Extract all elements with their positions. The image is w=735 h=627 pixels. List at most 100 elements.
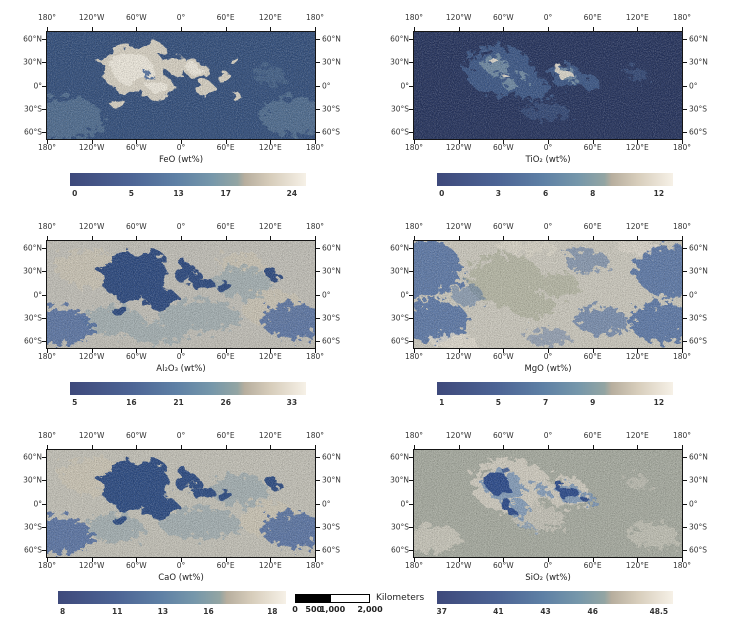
axis-tick (270, 445, 272, 449)
lon-tick-label: 120°W (78, 222, 105, 231)
axis-tick (548, 349, 549, 353)
lon-tick-label: 180° (305, 222, 325, 231)
lat-tick-label: 60°S (689, 545, 708, 554)
axis-tick (414, 445, 415, 449)
axis-tick (409, 131, 413, 133)
lat-tick-label: 0° (33, 290, 42, 299)
axis-tick (225, 349, 227, 353)
axis-tick (270, 140, 272, 144)
scale-tick-label: 1,000 (319, 605, 346, 614)
axis-tick (409, 248, 413, 250)
map-frame-al2o3 (42, 236, 320, 353)
axis-tick (316, 503, 320, 505)
axis-tick (136, 140, 138, 144)
colorbar-al2o3: 5 16 21 26 33 (70, 382, 306, 410)
lon-tick-label: 120°E (625, 431, 649, 440)
lat-axis-right: 60°N 30°N 0° 30°S 60°S (322, 450, 362, 557)
map-image-mgo (414, 241, 682, 348)
map-title-cao: CaO (wt%) (158, 573, 204, 583)
axis-tick (503, 236, 505, 240)
colorbar-mgo: 1 5 7 9 12 (437, 382, 673, 410)
lon-tick-label: 120°W (78, 431, 105, 440)
lon-tick-label: 180° (305, 143, 325, 152)
lon-tick-label: 180° (37, 431, 57, 440)
axis-tick (181, 140, 182, 144)
axis-tick (270, 236, 272, 240)
colorbar-tick-label: 12 (653, 398, 665, 407)
lat-tick-label: 60°N (689, 452, 708, 462)
axis-tick (458, 349, 460, 353)
axis-tick (316, 248, 320, 250)
axis-tick (414, 27, 415, 31)
lon-tick-label: 180° (672, 13, 692, 22)
lat-tick-label: 30°S (390, 313, 409, 322)
lon-tick-label: 120°W (445, 13, 472, 22)
colorbar-tick-label: 3 (495, 189, 501, 198)
map-frame-sio2 (409, 445, 687, 562)
axis-tick (42, 39, 46, 41)
colorbar-tick-label: 13 (173, 189, 184, 198)
lat-tick-label: 60°S (322, 545, 341, 554)
lon-tick-label: 60°E (583, 13, 602, 22)
lon-tick-label: 120°E (258, 352, 282, 361)
axis-tick (42, 317, 46, 319)
axis-tick (47, 558, 48, 562)
axis-tick (181, 445, 182, 449)
axis-tick (683, 549, 687, 551)
lat-tick-label: 60°S (23, 336, 42, 345)
scale-bar: Kilometers 0 500 1,000 2,000 (292, 593, 435, 622)
axis-tick (637, 27, 639, 31)
axis-tick (458, 27, 460, 31)
axis-tick (42, 340, 46, 342)
lat-tick-label: 30°S (23, 313, 42, 322)
panel-mgo: 180° 120°W 60°W 0° 60°E 120°E 180° 180° 120°W 60… (367, 209, 734, 418)
lon-axis-top: 180° 120°W 60°W 0° 60°E 120°E 180° (38, 13, 324, 23)
lon-tick-label: 60°W (492, 352, 514, 361)
axis-tick (409, 503, 413, 505)
axis-tick (458, 140, 460, 144)
axis-tick (316, 457, 320, 459)
lat-tick-label: 60°N (689, 34, 708, 44)
axis-tick (683, 503, 687, 505)
lat-tick-label: 60°N (390, 452, 409, 462)
lon-tick-label: 60°E (583, 352, 602, 361)
lon-tick-label: 180° (37, 561, 57, 570)
lat-tick-label: 30°N (390, 475, 409, 485)
lat-axis-right: 60°N 30°N 0° 30°S 60°S (322, 241, 362, 348)
lon-tick-label: 120°W (445, 143, 472, 152)
map-image-tio2 (414, 32, 682, 139)
axis-tick (316, 549, 320, 551)
axis-tick (409, 526, 413, 528)
axis-tick (42, 549, 46, 551)
lat-tick-label: 60°S (689, 127, 708, 136)
axis-tick (683, 108, 687, 110)
lon-axis-top: 180° 120°W 60°W 0° 60°E 120°E 180° (405, 222, 691, 232)
lon-tick-label: 0° (176, 143, 186, 152)
colorbar-tick-label: 1 (439, 398, 445, 407)
axis-tick (316, 317, 320, 319)
lon-axis-top: 180° 120°W 60°W 0° 60°E 120°E 180° (405, 13, 691, 23)
lat-tick-label: 60°S (390, 336, 409, 345)
map-image-sio2 (414, 450, 682, 557)
axis-tick (503, 27, 505, 31)
map-title-mgo: MgO (wt%) (524, 364, 572, 374)
colorbar-tick-label: 24 (286, 189, 298, 198)
axis-tick (316, 340, 320, 342)
axis-tick (409, 294, 413, 296)
lon-tick-label: 60°W (125, 352, 147, 361)
lat-tick-label: 30°N (689, 57, 708, 67)
axis-tick (316, 85, 320, 87)
lon-tick-label: 0° (543, 143, 553, 152)
lon-axis-bottom: 180° 120°W 60°W 0° 60°E 120°E 180° (405, 561, 691, 571)
lon-tick-label: 120°E (625, 13, 649, 22)
map-image-feo (47, 32, 315, 139)
axis-tick (683, 526, 687, 528)
axis-tick (225, 236, 227, 240)
lon-tick-label: 120°W (445, 222, 472, 231)
colorbar-tick-label: 26 (220, 398, 231, 407)
axis-tick (414, 349, 415, 353)
lon-tick-label: 0° (176, 13, 186, 22)
lat-axis-left: 60°N 30°N 0° 30°S 60°S (2, 450, 42, 557)
colorbar-gradient-al2o3 (70, 382, 306, 395)
axis-tick (42, 457, 46, 459)
